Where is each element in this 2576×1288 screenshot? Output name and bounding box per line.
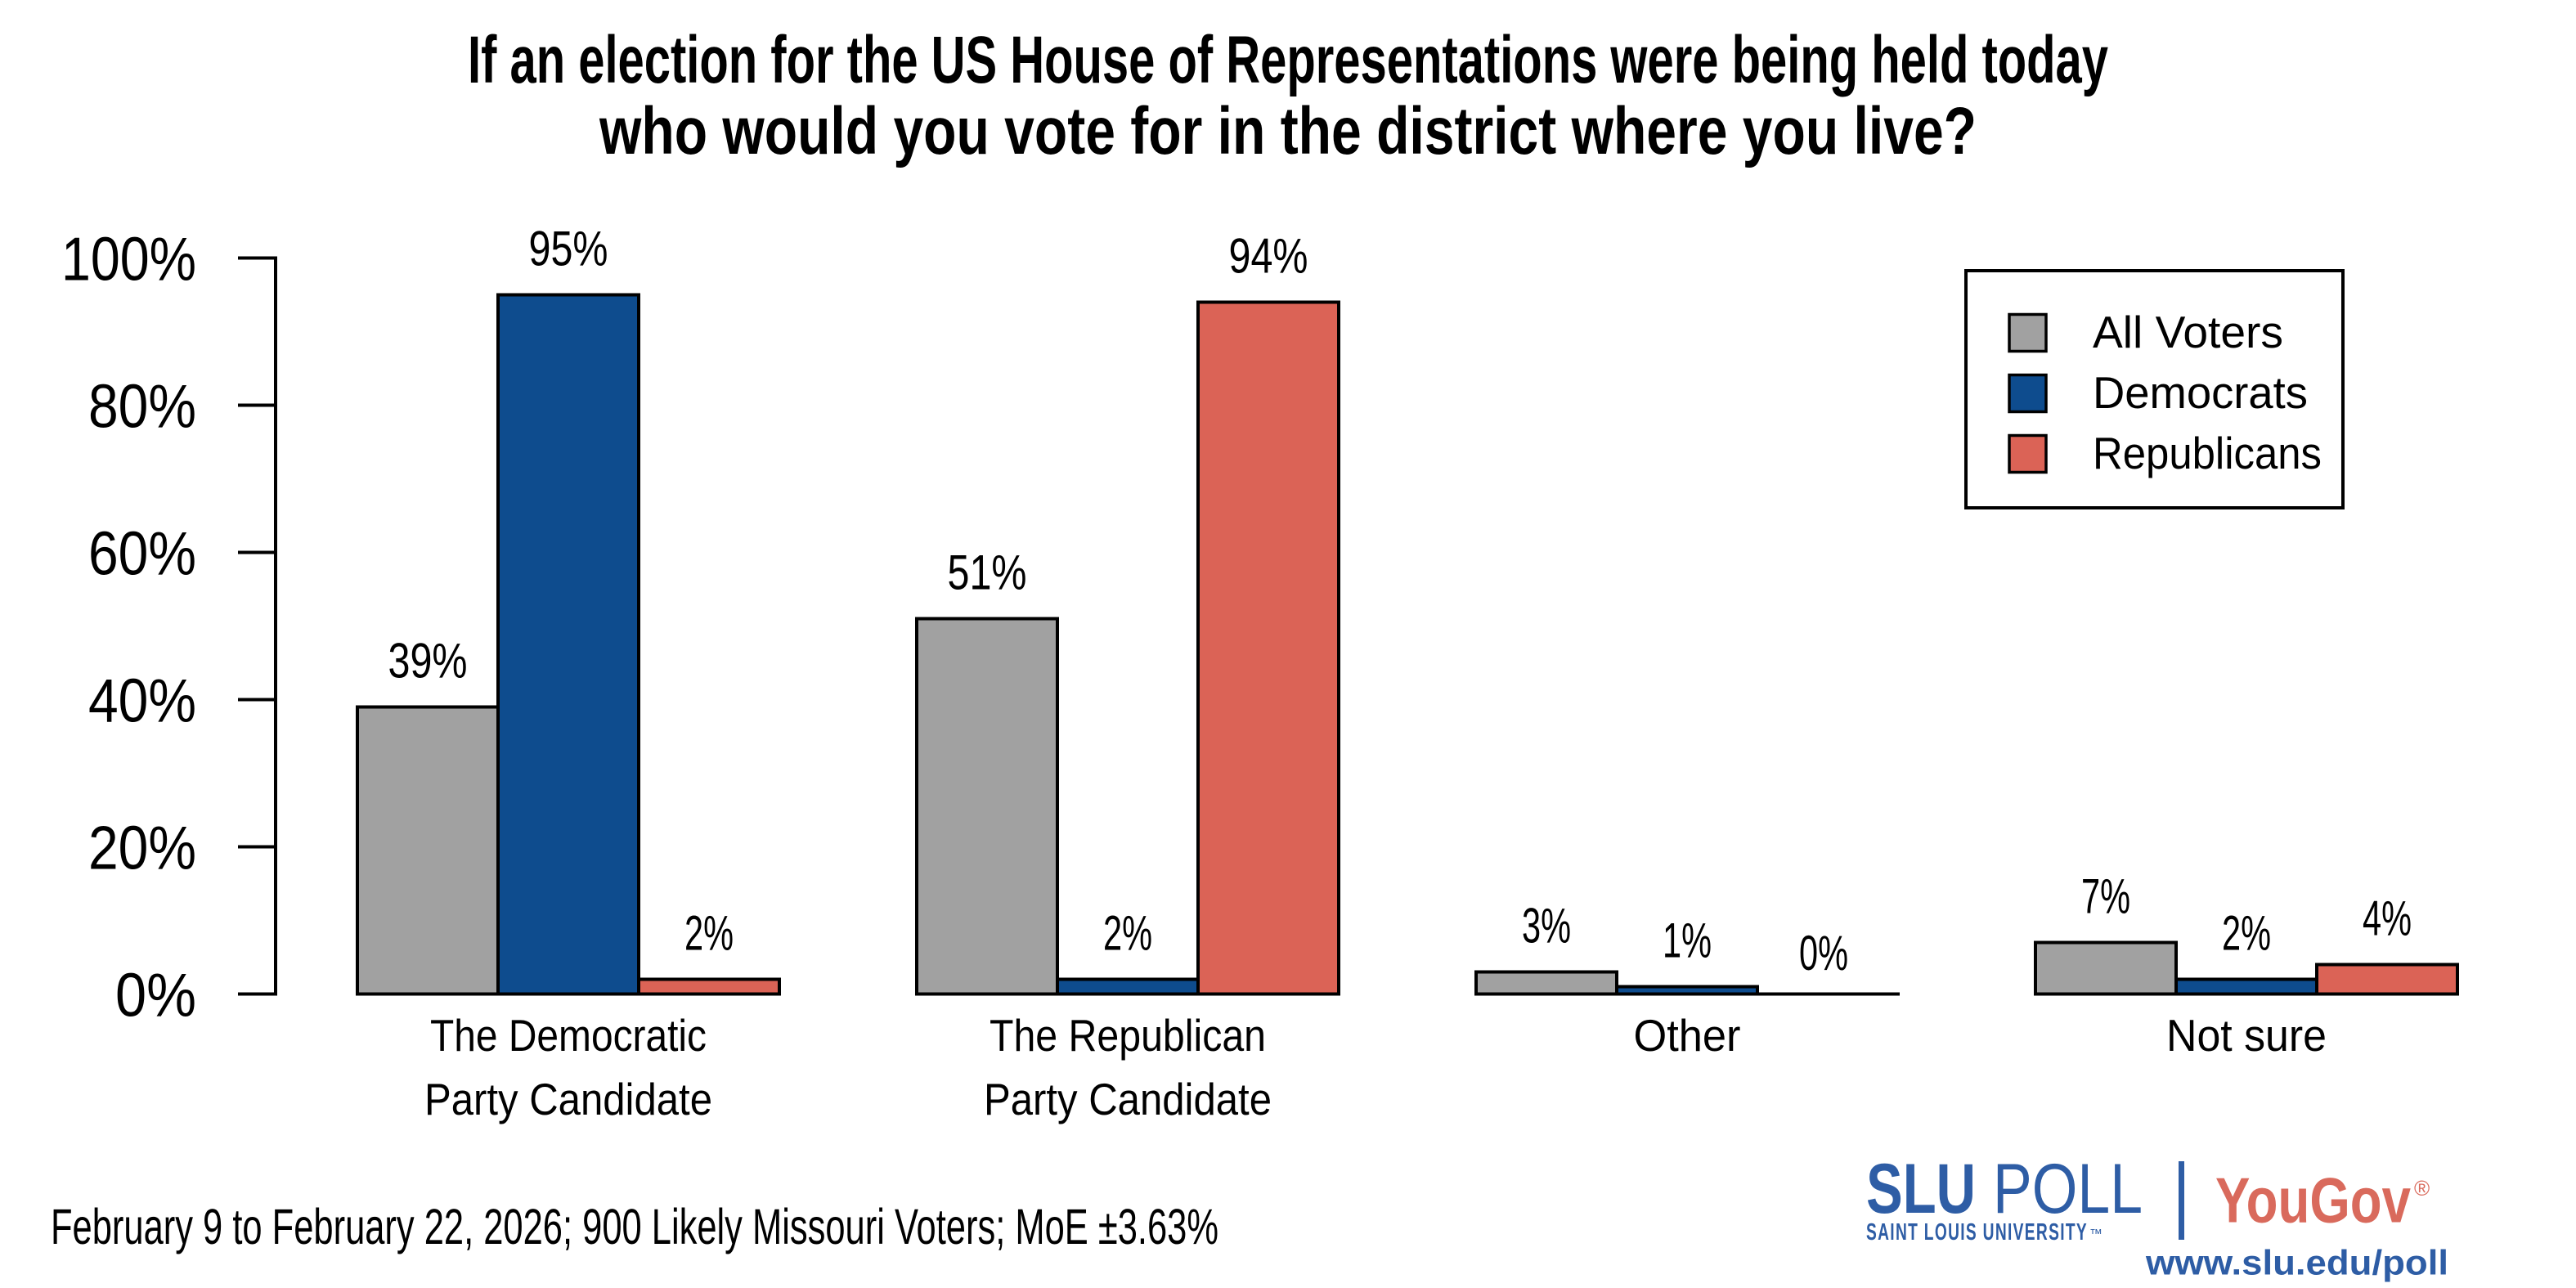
svg-text:51%: 51% (948, 545, 1027, 600)
svg-text:1%: 1% (1663, 913, 1712, 968)
svg-text:Republicans: Republicans (2093, 428, 2322, 478)
svg-text:POLL: POLL (1993, 1150, 2143, 1228)
svg-text:94%: 94% (1229, 229, 1308, 284)
svg-text:Other: Other (1634, 1010, 1741, 1061)
svg-text:100%: 100% (61, 225, 196, 294)
svg-text:If an election for the US Hous: If an election for the US House of Repre… (468, 23, 2108, 97)
svg-text:2%: 2% (684, 906, 734, 961)
svg-text:February 9 to February 22, 202: February 9 to February 22, 2026; 900 Lik… (51, 1199, 1218, 1254)
svg-text:2%: 2% (1103, 906, 1152, 961)
svg-text:2%: 2% (2222, 906, 2271, 961)
svg-text:YouGov: YouGov (2215, 1165, 2411, 1236)
svg-text:Party Candidate: Party Candidate (424, 1074, 712, 1124)
svg-text:60%: 60% (88, 519, 196, 588)
svg-text:39%: 39% (388, 634, 468, 689)
svg-text:3%: 3% (1522, 899, 1571, 954)
svg-text:who would you vote for in the: who would you vote for in the district w… (599, 94, 1977, 168)
svg-text:7%: 7% (2081, 869, 2130, 924)
svg-text:Not sure: Not sure (2166, 1010, 2327, 1061)
svg-text:Democrats: Democrats (2093, 367, 2308, 418)
svg-text:SAINT LOUIS UNIVERSITY: SAINT LOUIS UNIVERSITY (1866, 1219, 2088, 1245)
svg-text:95%: 95% (529, 222, 608, 276)
svg-text:80%: 80% (88, 372, 196, 441)
svg-text:20%: 20% (88, 814, 196, 882)
svg-text:The Democratic: The Democratic (430, 1010, 707, 1061)
svg-text:40%: 40% (88, 666, 196, 735)
svg-text:™: ™ (2089, 1227, 2103, 1241)
svg-text:0%: 0% (115, 961, 196, 1030)
svg-text:®: ® (2414, 1176, 2430, 1200)
svg-text:Party Candidate: Party Candidate (984, 1074, 1272, 1124)
svg-text:www.slu.edu/poll: www.slu.edu/poll (2145, 1244, 2448, 1283)
svg-text:0%: 0% (1799, 926, 1848, 981)
svg-text:4%: 4% (2363, 891, 2412, 946)
svg-text:SLU: SLU (1866, 1150, 1976, 1228)
svg-text:All Voters: All Voters (2093, 307, 2283, 357)
svg-text:The Republican: The Republican (990, 1010, 1266, 1061)
